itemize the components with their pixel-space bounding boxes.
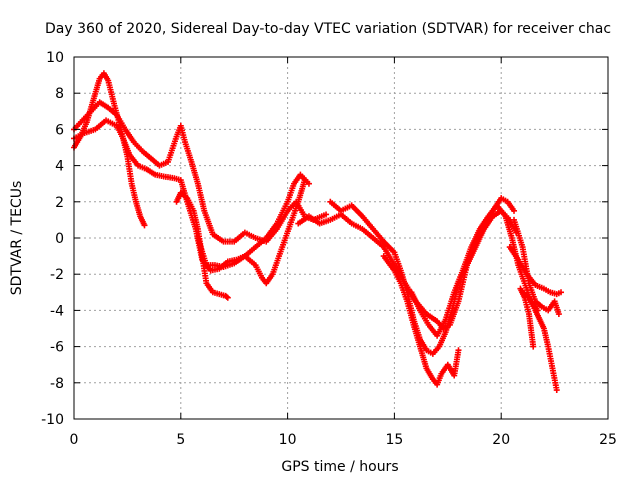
data-point xyxy=(301,177,308,184)
series-arc-c xyxy=(71,117,312,274)
data-points xyxy=(71,70,565,394)
y-tick-labels: -10 -8 -6 -4 -2 0 2 4 6 8 10 xyxy=(41,50,64,428)
y-tick-label: 6 xyxy=(55,122,64,138)
data-point xyxy=(323,211,330,218)
data-point xyxy=(305,180,312,187)
chart-title: Day 360 of 2020, Sidereal Day-to-day VTE… xyxy=(45,21,611,37)
data-point xyxy=(141,222,148,229)
y-tick-label: 4 xyxy=(55,159,64,175)
series-arc-j xyxy=(506,244,565,298)
y-tick-label: -4 xyxy=(50,303,64,319)
series-arc-f xyxy=(295,195,518,332)
data-point xyxy=(558,289,565,296)
data-point xyxy=(511,207,518,214)
series-arc-g xyxy=(327,198,520,357)
series-arc-m xyxy=(517,285,537,350)
y-tick-label: 8 xyxy=(55,86,64,102)
data-point xyxy=(555,311,562,318)
y-tick-label: 0 xyxy=(55,231,64,247)
y-tick-label: -10 xyxy=(41,412,64,428)
y-tick-label: -2 xyxy=(50,267,64,283)
data-point xyxy=(223,293,230,300)
y-axis-label: SDTVAR / TECUs xyxy=(9,181,25,296)
series-arc-i xyxy=(408,202,541,339)
series-arc-h xyxy=(380,253,462,388)
series-arc-k xyxy=(511,216,562,318)
series-arc-a xyxy=(71,70,148,229)
data-point xyxy=(455,347,462,354)
axis-ticks xyxy=(73,56,609,420)
x-tick-label: 0 xyxy=(70,432,79,448)
grid-lines xyxy=(74,57,608,419)
data-point xyxy=(530,343,537,350)
data-point xyxy=(224,294,231,301)
x-tick-label: 25 xyxy=(599,432,617,448)
y-tick-label: -8 xyxy=(50,376,64,392)
y-tick-label: -6 xyxy=(50,340,64,356)
x-tick-label: 5 xyxy=(176,432,185,448)
x-axis-label: GPS time / hours xyxy=(281,459,398,475)
y-tick-label: 10 xyxy=(46,50,64,66)
y-tick-label: 2 xyxy=(55,195,64,211)
x-tick-label: 15 xyxy=(385,432,403,448)
data-point xyxy=(553,387,560,394)
series-arc-e xyxy=(194,177,308,287)
x-tick-label: 20 xyxy=(492,432,510,448)
x-tick-labels: 0 5 10 15 20 25 xyxy=(70,432,617,448)
x-tick-label: 10 xyxy=(279,432,297,448)
